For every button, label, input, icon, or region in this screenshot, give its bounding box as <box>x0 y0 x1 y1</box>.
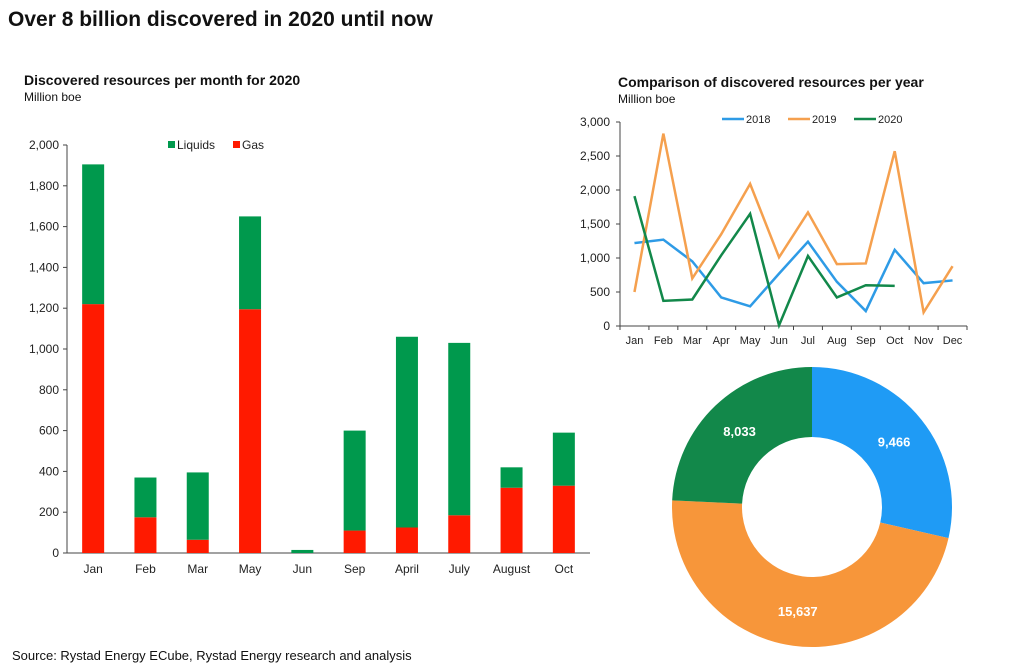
bar-x-tick-label: August <box>493 562 531 576</box>
legend-label-2020: 2020 <box>878 114 902 126</box>
line-x-tick-label: Jan <box>626 335 644 347</box>
bar-gas-April <box>395 527 418 553</box>
bar-x-tick-label: Jun <box>293 562 312 576</box>
line-x-tick-label: Apr <box>713 335 730 347</box>
line-x-tick-label: Jul <box>801 335 815 347</box>
line-x-tick-label: Feb <box>654 335 673 347</box>
bar-liquids-April <box>395 336 418 528</box>
line-series-2019 <box>633 133 954 316</box>
bar-liquids-Sep <box>343 430 366 531</box>
line-x-tick-label: Sep <box>856 335 876 347</box>
bar-y-tick-label: 200 <box>39 505 59 519</box>
donut-slice-1 <box>671 500 949 648</box>
bar-liquids-May <box>239 216 262 310</box>
legend-label-gas: Gas <box>242 138 264 152</box>
bar-chart-title: Discovered resources per month for 2020 <box>24 72 301 88</box>
bar-y-tick-label: 1,000 <box>29 342 59 356</box>
bar-liquids-Feb <box>134 477 157 518</box>
bar-x-tick-label: July <box>449 562 470 576</box>
donut-label: 9,466 <box>878 435 911 450</box>
bar-liquids-Mar <box>186 472 209 540</box>
line-x-tick-label: Nov <box>914 335 934 347</box>
donut-label: 8,033 <box>723 424 756 439</box>
page-title: Over 8 billion discovered in 2020 until … <box>8 8 433 31</box>
line-y-tick-label: 3,000 <box>580 115 610 129</box>
bar-y-tick-label: 600 <box>39 424 59 438</box>
bar-gas-Sep <box>343 530 366 553</box>
bar-chart-subtitle: Million boe <box>24 90 82 104</box>
line-y-tick-label: 1,000 <box>580 251 610 265</box>
legend-label-liquids: Liquids <box>177 138 215 152</box>
bar-gas-May <box>239 309 262 553</box>
legend-swatch-gas <box>233 141 240 148</box>
line-chart-subtitle: Million boe <box>618 92 676 106</box>
bar-y-tick-label: 0 <box>52 546 59 560</box>
legend-label-2018: 2018 <box>746 114 770 126</box>
legend-label-2019: 2019 <box>812 114 836 126</box>
bar-x-tick-label: Mar <box>187 562 208 576</box>
bar-x-tick-label: April <box>395 562 419 576</box>
line-y-tick-label: 2,000 <box>580 183 610 197</box>
legend-swatch-liquids <box>168 141 175 148</box>
line-x-tick-label: Aug <box>827 335 847 347</box>
bar-y-tick-label: 400 <box>39 464 59 478</box>
bar-gas-Jan <box>82 304 105 553</box>
donut-slice-2 <box>672 367 812 504</box>
bar-liquids-Oct <box>552 432 575 486</box>
bar-x-tick-label: Jan <box>83 562 102 576</box>
line-series-2020 <box>633 195 895 330</box>
line-chart-title: Comparison of discovered resources per y… <box>618 74 924 90</box>
bar-x-tick-label: Sep <box>344 562 366 576</box>
bar-y-tick-label: 2,000 <box>29 138 59 152</box>
line-x-tick-label: Mar <box>683 335 702 347</box>
donut-slice-0 <box>812 367 953 539</box>
donut-label: 15,637 <box>778 604 818 619</box>
line-x-tick-label: Jun <box>770 335 788 347</box>
line-y-tick-label: 500 <box>590 285 610 299</box>
line-x-tick-label: Oct <box>886 335 903 347</box>
line-y-tick-label: 0 <box>603 319 610 333</box>
bar-x-tick-label: May <box>239 562 262 576</box>
bar-y-tick-label: 1,800 <box>29 179 59 193</box>
bar-gas-Oct <box>552 485 575 553</box>
bar-gas-July <box>448 515 471 553</box>
bar-gas-August <box>500 487 523 553</box>
bar-y-tick-label: 1,200 <box>29 301 59 315</box>
bar-x-tick-label: Oct <box>555 562 574 576</box>
line-y-tick-label: 2,500 <box>580 149 610 163</box>
line-x-tick-label: Dec <box>943 335 963 347</box>
bar-y-tick-label: 1,600 <box>29 220 59 234</box>
line-y-tick-label: 1,500 <box>580 217 610 231</box>
bar-gas-Mar <box>186 539 209 553</box>
bar-y-tick-label: 1,400 <box>29 260 59 274</box>
bar-liquids-August <box>500 467 523 488</box>
source-note: Source: Rystad Energy ECube, Rystad Ener… <box>12 648 412 663</box>
bar-gas-Feb <box>134 517 157 553</box>
bar-liquids-Jan <box>82 164 105 305</box>
bar-y-tick-label: 800 <box>39 383 59 397</box>
bar-liquids-Jun <box>291 549 314 553</box>
bar-x-tick-label: Feb <box>135 562 156 576</box>
bar-liquids-July <box>448 342 471 516</box>
line-x-tick-label: May <box>740 335 761 347</box>
